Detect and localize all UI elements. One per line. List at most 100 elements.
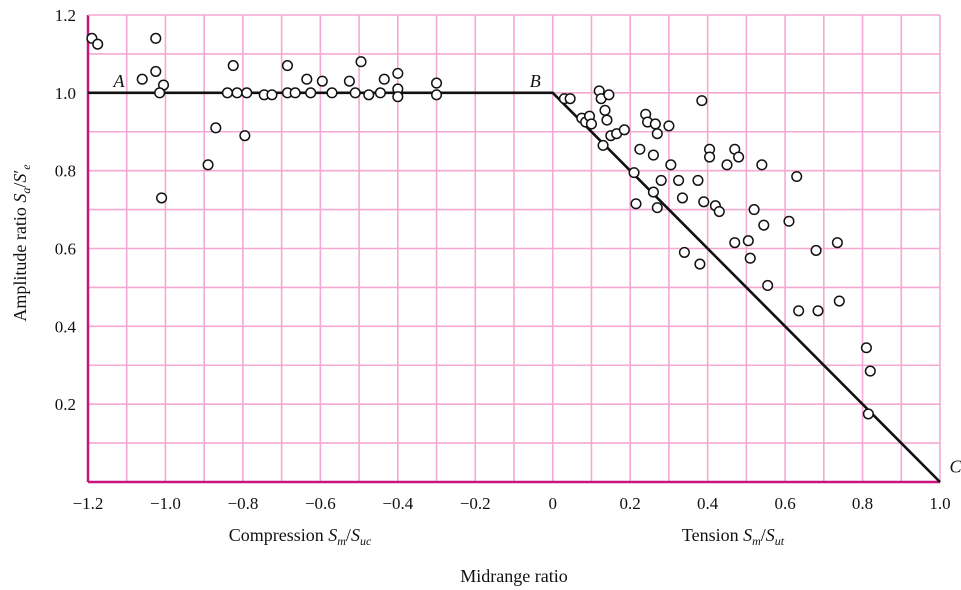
data-point: [713, 205, 725, 218]
tension-label: Tension Sm/Sut: [682, 525, 785, 548]
compression-label: Compression Sm/Suc: [229, 525, 372, 548]
data-point: [655, 174, 667, 186]
data-point: [202, 159, 214, 171]
x-tick-label: −1.2: [73, 494, 104, 513]
data-point: [812, 305, 824, 317]
point-label-c: C: [949, 456, 961, 476]
data-point: [630, 198, 642, 210]
data-point: [618, 124, 630, 136]
data-point: [136, 73, 148, 85]
data-point: [599, 104, 611, 116]
data-point: [733, 151, 745, 163]
data-point: [154, 87, 166, 99]
data-point: [665, 159, 677, 171]
y-tick-label: 0.6: [55, 240, 76, 259]
x-tick-label: −0.4: [382, 494, 413, 513]
data-point: [742, 235, 754, 247]
data-point: [831, 237, 843, 249]
data-point: [694, 258, 706, 270]
x-axis-label: Midrange ratio: [460, 566, 567, 586]
data-point: [748, 204, 760, 216]
data-point: [349, 87, 361, 99]
x-tick-label: −0.8: [227, 494, 258, 513]
data-point: [783, 215, 795, 227]
data-point: [585, 118, 598, 130]
y-tick-label: 0.4: [55, 317, 77, 336]
data-point: [231, 87, 243, 99]
y-axis-label: Amplitude ratio Sa/S′e: [10, 164, 33, 322]
data-point: [651, 202, 663, 214]
x-tick-label: −1.0: [150, 494, 181, 513]
data-point: [810, 244, 822, 256]
y-tick-label: 0.2: [55, 395, 76, 414]
data-point: [862, 408, 874, 420]
data-point: [601, 114, 613, 126]
data-point: [628, 167, 640, 179]
x-tick-label: 0.2: [620, 494, 641, 513]
y-tick-labels: 0.2 0.4 0.6 0.8 1.0 1.2: [55, 6, 77, 414]
data-point: [241, 87, 253, 99]
x-tick-label: 0.6: [774, 494, 795, 513]
point-label-b: B: [530, 71, 541, 91]
data-point: [227, 60, 239, 72]
data-point: [597, 139, 609, 151]
data-point: [651, 128, 663, 140]
data-point: [266, 89, 278, 101]
data-point: [150, 65, 162, 77]
data-point: [326, 87, 338, 99]
data-point: [363, 89, 375, 101]
data-point: [678, 246, 690, 258]
data-point: [92, 38, 104, 50]
data-point: [210, 122, 222, 134]
data-point: [663, 120, 675, 132]
data-point: [316, 75, 328, 87]
data-point: [392, 91, 404, 103]
data-point: [729, 237, 741, 249]
y-tick-label: 1.0: [55, 84, 76, 103]
data-point: [744, 252, 756, 264]
data-point: [374, 87, 386, 99]
data-point: [305, 87, 317, 99]
data-point: [864, 365, 876, 377]
data-point: [430, 77, 443, 89]
data-point: [289, 87, 301, 99]
x-tick-label: 1.0: [929, 494, 950, 513]
x-tick-labels: −1.2 −1.0 −0.8 −0.6 −0.4 −0.2 0 0.2 0.4 0.6 0.8 1.0: [73, 494, 951, 513]
data-points: [86, 32, 876, 420]
data-point: [564, 93, 576, 105]
data-point: [634, 143, 646, 155]
data-point: [301, 73, 313, 85]
x-tick-label: −0.2: [460, 494, 491, 513]
data-point: [860, 342, 872, 354]
x-tick-label: −0.6: [305, 494, 336, 513]
data-point: [603, 89, 615, 101]
point-label-a: A: [112, 71, 125, 91]
point-labels: A B C: [112, 71, 961, 476]
data-point: [793, 305, 805, 317]
data-point: [156, 192, 168, 204]
data-point: [281, 60, 293, 72]
data-point: [649, 118, 661, 130]
data-point: [221, 87, 233, 99]
data-point: [673, 174, 685, 186]
data-point: [239, 130, 251, 142]
y-tick-label: 1.2: [55, 6, 76, 25]
x-tick-label: 0.4: [697, 494, 719, 513]
data-point: [696, 95, 708, 107]
data-point: [721, 159, 733, 171]
data-point: [791, 170, 803, 183]
y-tick-label: 0.8: [55, 162, 76, 181]
x-tick-label: 0.8: [852, 494, 873, 513]
data-point: [756, 159, 768, 171]
data-point: [647, 149, 659, 161]
data-point: [647, 186, 659, 198]
data-point: [758, 219, 770, 231]
x-tick-label: 0: [548, 494, 557, 513]
data-point: [692, 174, 704, 186]
data-point: [343, 75, 355, 87]
data-point: [833, 295, 845, 307]
data-point: [698, 196, 710, 208]
data-point: [355, 56, 367, 68]
data-point: [762, 279, 774, 292]
